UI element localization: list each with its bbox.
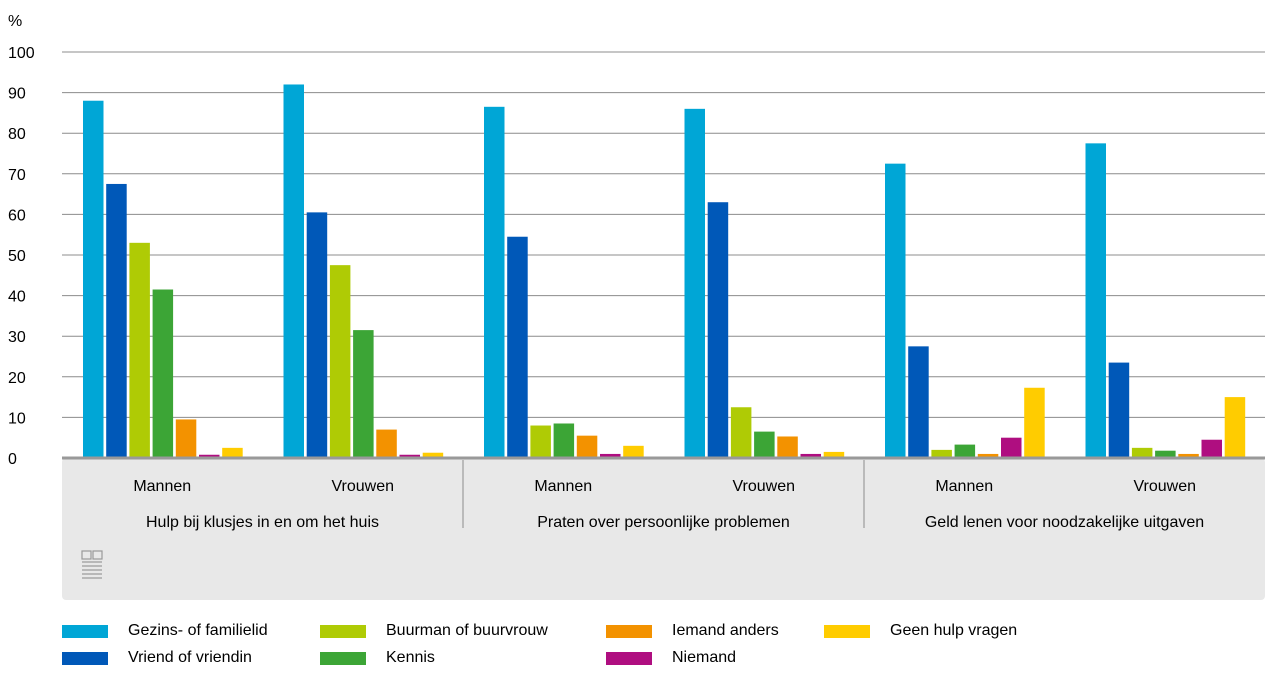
bar	[931, 449, 952, 458]
bar	[484, 106, 505, 458]
legend-label: Vriend of vriendin	[128, 649, 252, 666]
category-labels: Mannen Vrouwen Hulp bij klusjes in en om h…	[133, 478, 1204, 531]
bar	[800, 453, 821, 458]
bar	[106, 183, 127, 458]
y-tick-label: 30	[8, 329, 26, 346]
y-tick-label: 50	[8, 248, 26, 265]
legend-item: Iemand anders	[606, 620, 779, 642]
bar	[730, 407, 752, 458]
bar	[754, 431, 775, 458]
legend-swatch	[320, 624, 366, 638]
bar	[1085, 143, 1106, 458]
legend-label: Gezins- of familielid	[128, 622, 268, 639]
bar	[306, 212, 328, 458]
bar	[283, 84, 304, 458]
bar	[600, 453, 621, 458]
legend: Gezins- of familielid Vriend of vriendin B…	[62, 620, 1252, 676]
bar	[1001, 437, 1022, 458]
bar	[399, 454, 420, 458]
group-label: Praten over persoonlijke problemen	[537, 514, 790, 531]
bar	[885, 163, 906, 458]
legend-item: Vriend of vriendin	[62, 647, 252, 669]
bar	[1108, 362, 1130, 458]
legend-item: Niemand	[606, 647, 736, 669]
bar	[1178, 453, 1199, 458]
bar	[329, 265, 351, 458]
bar	[777, 436, 798, 458]
legend-swatch	[62, 651, 108, 665]
bar	[175, 419, 197, 458]
bar	[684, 108, 705, 458]
bar	[623, 445, 644, 458]
bar	[1224, 397, 1246, 458]
bar	[353, 330, 374, 458]
y-tick-label: 0	[8, 451, 17, 468]
y-tick-label: 70	[8, 167, 26, 184]
bar	[977, 453, 999, 458]
bar	[1131, 447, 1153, 458]
group-label: Hulp bij klusjes in en om het huis	[146, 514, 379, 531]
bar	[823, 451, 845, 458]
y-tick-label: 60	[8, 207, 26, 224]
bar	[422, 452, 444, 458]
category-panel	[62, 458, 1265, 600]
bar	[707, 202, 729, 458]
y-tick-label: 90	[8, 86, 26, 103]
legend-item: Gezins- of familielid	[62, 620, 268, 642]
y-tick-label: 10	[8, 410, 26, 427]
bar	[1201, 439, 1222, 458]
y-tick-label: 20	[8, 370, 26, 387]
group-label: Geld lenen voor noodzakelijke uitgaven	[925, 514, 1204, 531]
bar	[152, 289, 174, 458]
bar	[199, 454, 220, 458]
bar	[376, 429, 397, 458]
bar	[553, 423, 575, 458]
gridlines	[62, 51, 1265, 418]
subgroup-label: Mannen	[133, 478, 191, 495]
legend-label: Buurman of buurvrouw	[386, 622, 548, 639]
bar	[954, 444, 976, 458]
legend-label: Iemand anders	[672, 622, 779, 639]
legend-swatch	[606, 624, 652, 638]
bar	[908, 346, 929, 458]
y-tick-label: 40	[8, 289, 26, 306]
bar	[222, 447, 243, 458]
subgroup-label: Vrouwen	[1133, 478, 1196, 495]
subgroup-label: Vrouwen	[732, 478, 795, 495]
bar	[83, 100, 104, 458]
legend-swatch	[606, 651, 652, 665]
subgroup-label: Mannen	[935, 478, 993, 495]
bar	[1155, 450, 1176, 458]
y-axis-ticks: 0 10 20 30 40 50 60 70 80 90 100	[8, 45, 35, 468]
subgroup-label: Mannen	[534, 478, 592, 495]
legend-item: Geen hulp vragen	[824, 620, 1017, 642]
bar	[530, 425, 551, 458]
legend-swatch	[62, 624, 108, 638]
legend-item: Buurman of buurvrouw	[320, 620, 548, 642]
bar	[129, 242, 150, 458]
legend-swatch	[824, 624, 870, 638]
y-axis-unit: %	[8, 13, 22, 30]
y-tick-label: 100	[8, 45, 35, 62]
bar	[576, 435, 598, 458]
group-dividers	[462, 460, 865, 528]
bar	[1024, 387, 1045, 458]
bar-chart: % 0 10 20 30 40 50 60 70 80 90 100 Mannen Vrouwen Hu…	[8, 13, 1265, 600]
bar	[507, 236, 528, 458]
y-tick-label: 80	[8, 126, 26, 143]
legend-label: Geen hulp vragen	[890, 622, 1018, 639]
legend-swatch	[320, 651, 366, 665]
legend-label: Niemand	[672, 649, 737, 666]
subgroup-label: Vrouwen	[331, 478, 394, 495]
legend-label: Kennis	[386, 649, 435, 666]
legend-item: Kennis	[320, 647, 435, 669]
cbs-logo-icon	[81, 550, 103, 579]
bars	[83, 84, 1246, 458]
